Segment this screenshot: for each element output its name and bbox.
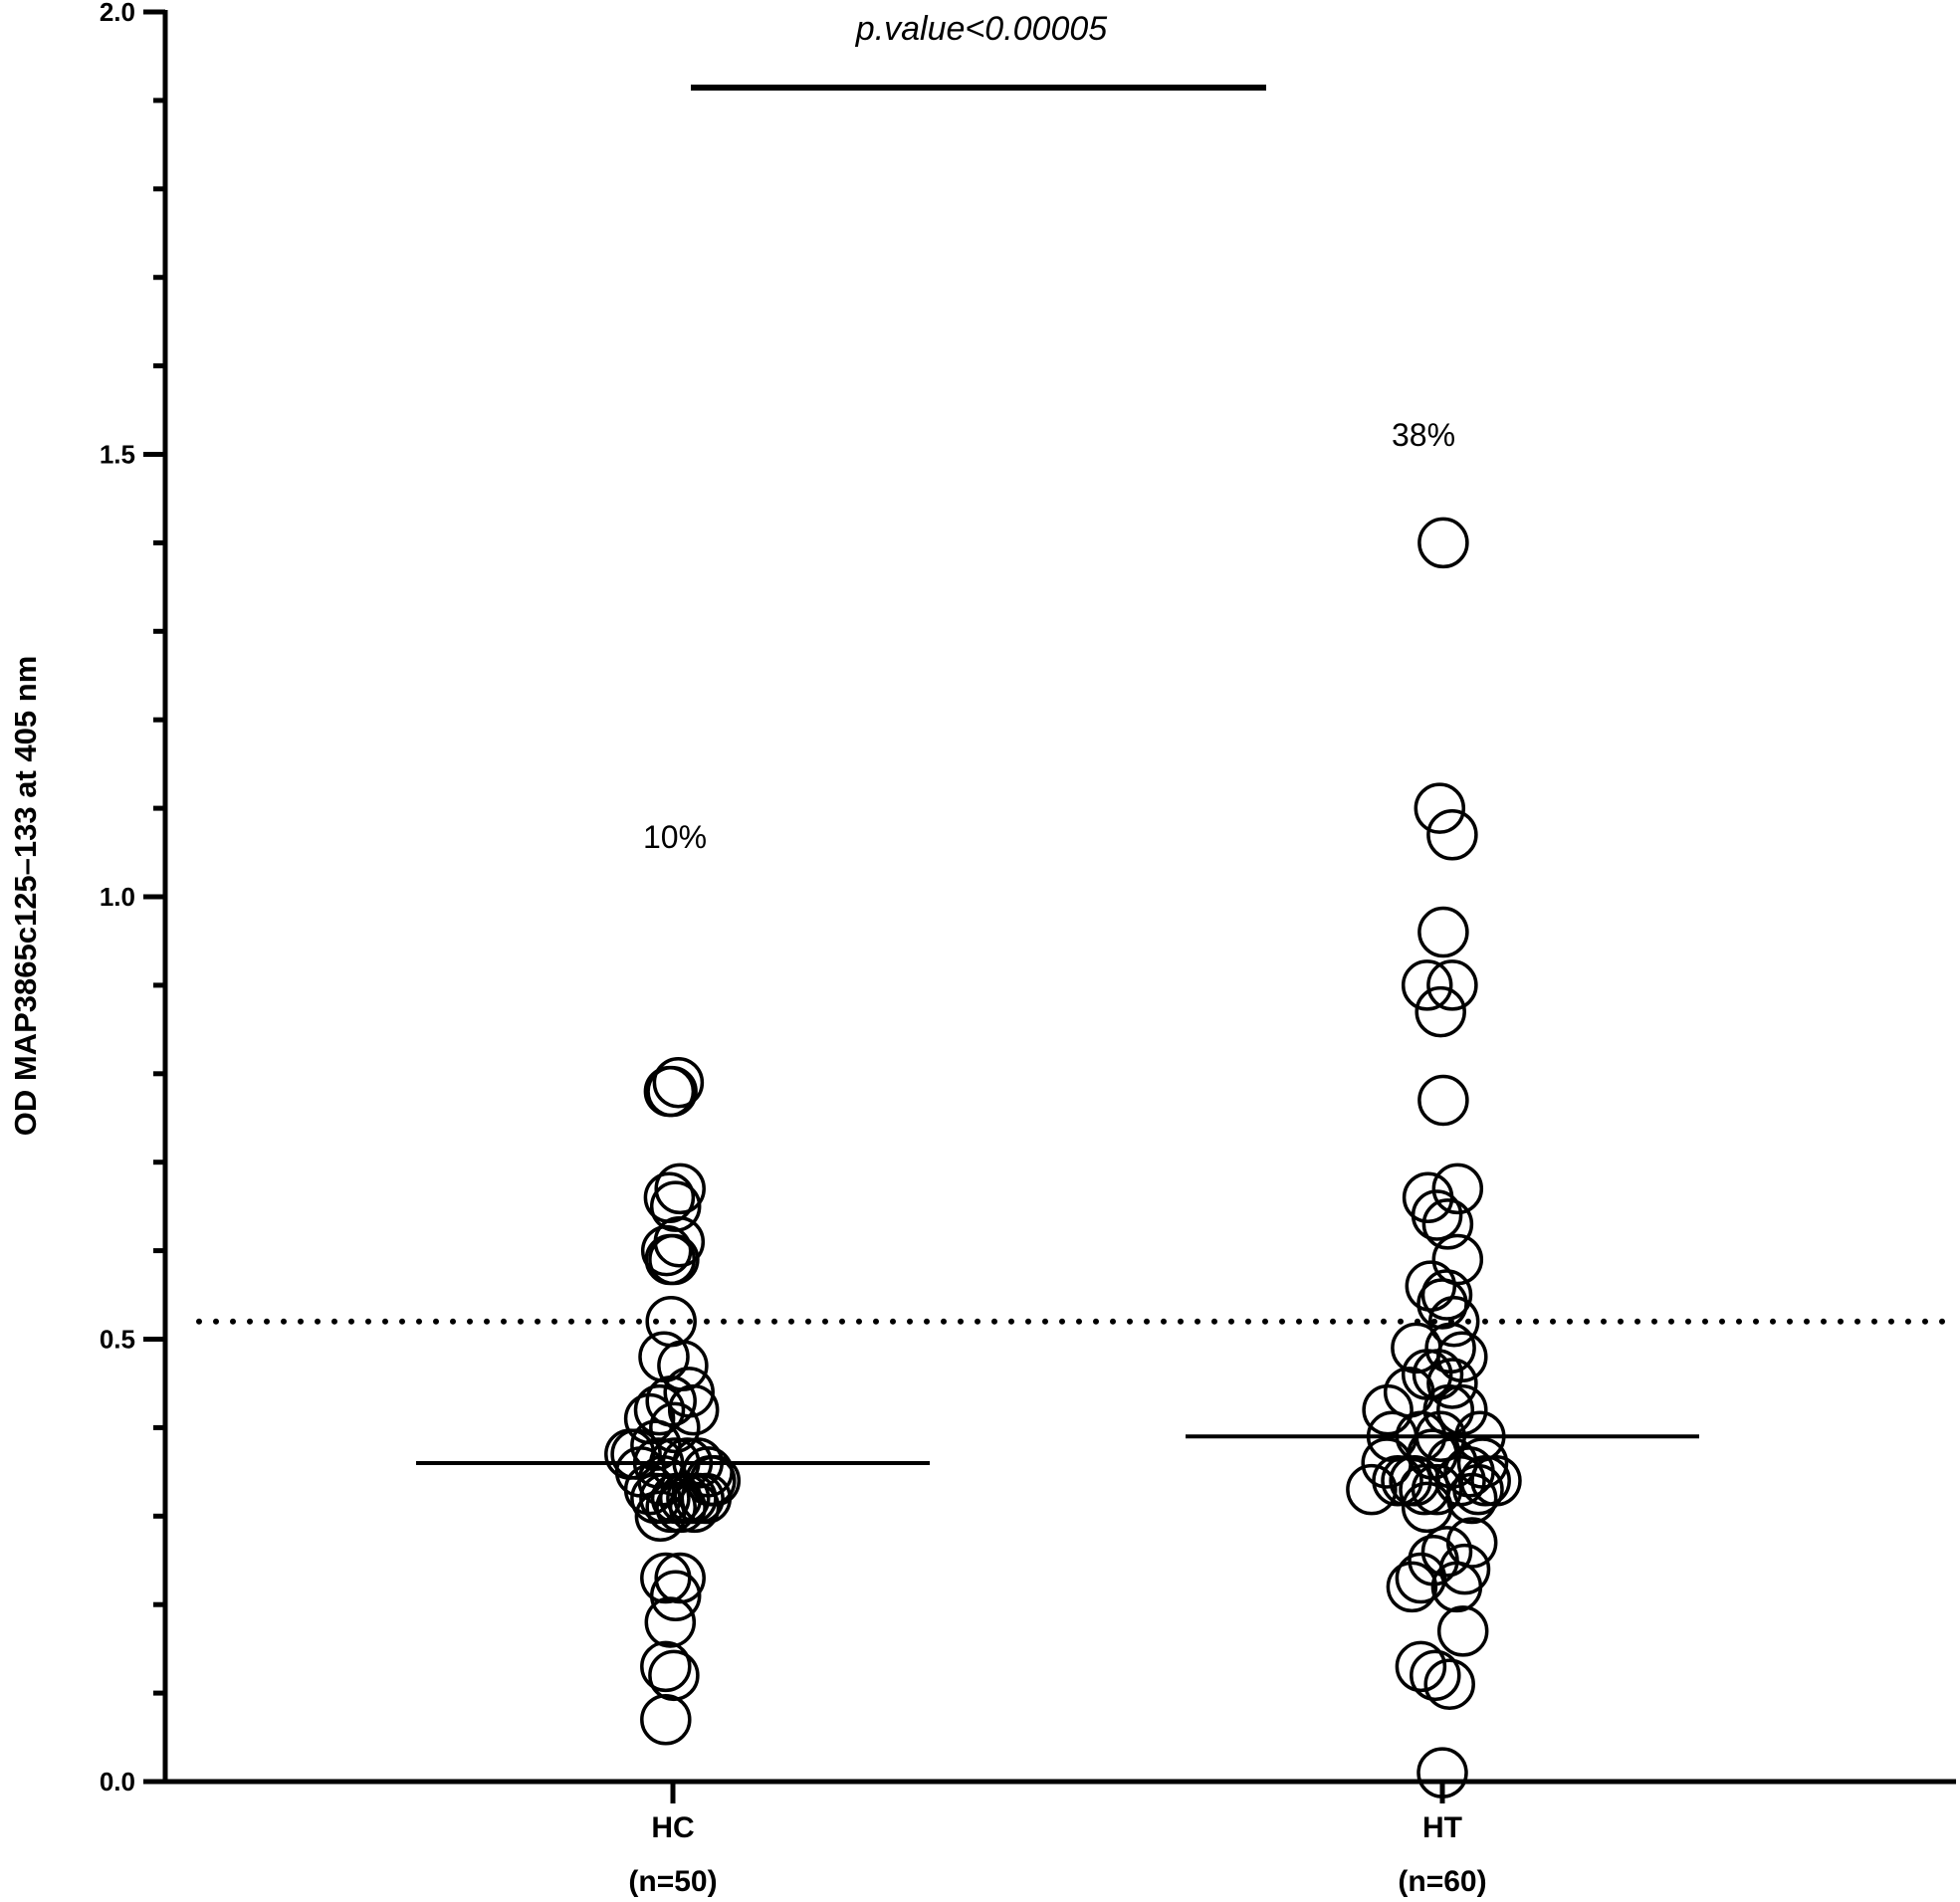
data-point-ht	[1422, 1383, 1475, 1436]
annotation-layer: p.value<0.00005 10% 38%	[643, 10, 1455, 855]
data-point-hc	[648, 1649, 700, 1702]
y-tick-label: 2.0	[100, 0, 135, 27]
y-tick-label: 1.0	[100, 882, 135, 912]
data-point-ht	[1414, 782, 1466, 834]
x-category-label: HC	[651, 1811, 694, 1844]
data-point-hc	[640, 1224, 693, 1277]
hc-percent-label: 10%	[643, 819, 707, 855]
data-point-ht	[1401, 959, 1453, 1011]
data-point-ht	[1426, 1358, 1478, 1409]
data-point-ht	[1452, 1463, 1504, 1516]
data-point-ht	[1410, 1649, 1461, 1702]
data-point-hc	[654, 1162, 706, 1215]
data-point-ht	[1427, 1295, 1480, 1348]
data-point-hc	[644, 1596, 697, 1648]
data-point-hc	[640, 1694, 692, 1746]
data-point-ht	[1362, 1383, 1414, 1436]
x-axis: HC (n=50) HT (n=60)	[163, 1779, 1956, 1898]
data-point-ht	[1395, 1552, 1447, 1604]
data-point-hc	[668, 1481, 721, 1534]
x-category-n-label: (n=50)	[628, 1865, 717, 1898]
data-point-ht	[1415, 985, 1466, 1038]
data-point-ht	[1431, 1162, 1484, 1215]
data-point-hc	[645, 1481, 697, 1534]
data-point-ht	[1411, 1189, 1463, 1241]
y-axis-label: OD MAP3865c125–133 at 405 nm	[8, 656, 43, 1137]
data-point-ht	[1420, 1526, 1473, 1578]
data-point-hc	[680, 1472, 733, 1525]
y-tick-label: 0.0	[100, 1767, 135, 1796]
ht-percent-label: 38%	[1392, 417, 1455, 453]
data-point-hc	[634, 1490, 687, 1543]
data-point-ht	[1436, 1605, 1489, 1657]
x-category-n-label: (n=60)	[1398, 1865, 1486, 1898]
y-axis: 0.0 0.5 1.0 1.5 2.0	[100, 0, 168, 1796]
data-point-hc	[640, 1640, 692, 1693]
data-point-hc	[646, 1065, 698, 1118]
data-point-ht	[1412, 1349, 1464, 1400]
x-category-label: HT	[1422, 1811, 1462, 1844]
data-point-hc	[667, 1383, 720, 1436]
data-point-hc	[648, 1233, 700, 1286]
data-point-ht	[1395, 1640, 1447, 1693]
data-point-ht	[1372, 1454, 1423, 1507]
data-point-ht	[1416, 1747, 1468, 1798]
y-tick-label: 1.5	[100, 440, 135, 470]
data-point-ht	[1416, 1278, 1468, 1330]
y-tick-label: 0.5	[100, 1325, 135, 1355]
data-point-ht	[1426, 809, 1478, 861]
data-point-ht	[1405, 1260, 1457, 1312]
data-point-ht	[1430, 1561, 1483, 1613]
data-point-hc	[654, 1552, 706, 1604]
median-layer	[416, 1434, 1699, 1465]
data-point-ht	[1417, 517, 1469, 569]
data-point-ht	[1417, 1074, 1469, 1127]
data-point-ht	[1426, 959, 1478, 1011]
data-point-ht	[1361, 1437, 1413, 1489]
points-layer	[604, 517, 1522, 1798]
data-point-ht	[1402, 1171, 1454, 1224]
p-value-label: p.value<0.00005	[855, 10, 1107, 48]
data-point-ht	[1445, 1517, 1498, 1569]
data-point-ht	[1386, 1561, 1438, 1613]
data-point-hc	[653, 1215, 706, 1268]
data-point-hc	[633, 1383, 686, 1436]
data-point-hc	[638, 1331, 690, 1383]
data-point-hc	[610, 1428, 662, 1480]
data-point-hc	[640, 1552, 692, 1604]
data-point-ht	[1436, 1383, 1488, 1436]
data-point-hc	[649, 1570, 702, 1622]
data-point-ht	[1431, 1233, 1484, 1286]
data-point-ht	[1423, 1658, 1475, 1710]
data-point-hc	[649, 1401, 701, 1454]
data-point-hc	[630, 1472, 682, 1525]
data-point-hc	[652, 1056, 705, 1109]
data-point-ht	[1417, 906, 1469, 958]
data-point-ht	[1401, 1481, 1453, 1534]
data-point-ht	[1346, 1463, 1398, 1516]
data-point-ht	[1420, 1269, 1473, 1321]
data-point-ht	[1421, 1198, 1474, 1250]
data-point-ht	[1459, 1454, 1511, 1507]
